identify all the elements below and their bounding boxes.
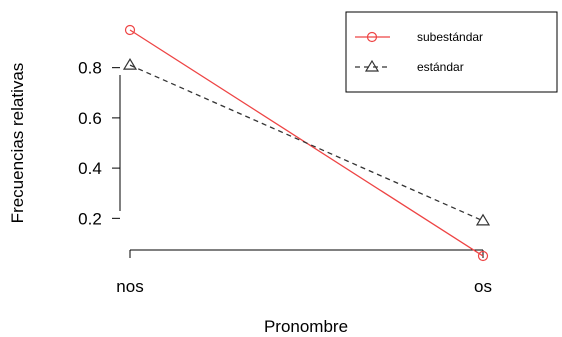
y-tick-label: 0.6 [78, 109, 102, 128]
data-point-subestandar [477, 250, 489, 262]
y-tick-label: 0.4 [78, 159, 102, 178]
y-tick-label: 0.2 [78, 209, 102, 228]
x-axis-title: Pronombre [264, 317, 348, 336]
data-point-estandar [475, 213, 491, 226]
legend-marker-subestandar [366, 31, 378, 43]
legend-label-estandar: estándar [417, 60, 464, 74]
data-point-subestandar [124, 24, 136, 36]
y-tick-label: 0.8 [78, 59, 102, 78]
legend: subestándar estándar [345, 11, 558, 93]
legend-marker-estandar [364, 59, 380, 72]
y-axis-title: Frecuencias relativas [8, 63, 27, 224]
legend-box [345, 11, 558, 93]
legend-label-subestandar: subestándar [417, 30, 483, 44]
x-tick-label: nos [116, 277, 143, 296]
series-line-estandar [129, 64, 484, 222]
data-point-estandar [122, 57, 138, 70]
x-tick-label: os [474, 277, 492, 296]
